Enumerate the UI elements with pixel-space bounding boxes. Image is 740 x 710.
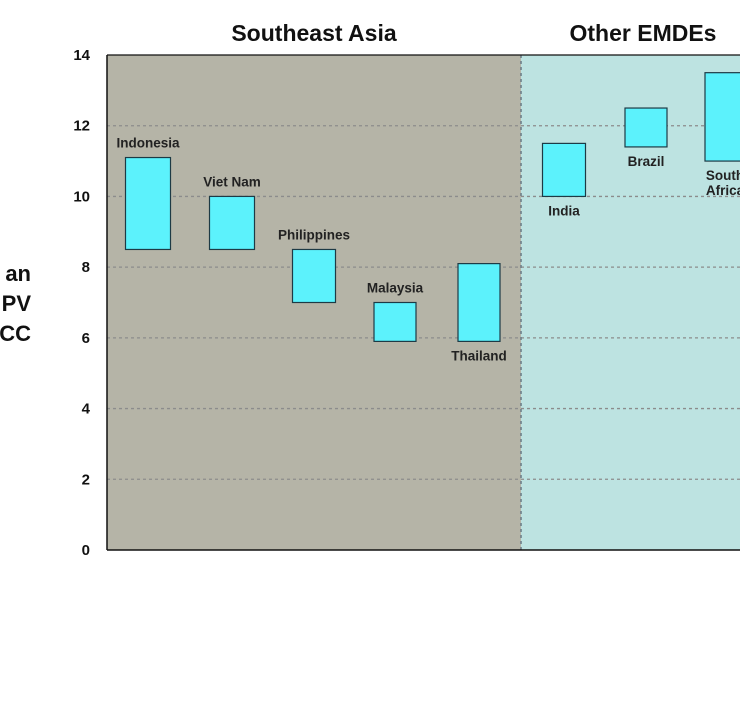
y-tick-label: 6 xyxy=(82,330,90,347)
bar-label-india: India xyxy=(548,203,580,218)
range-bar-brazil xyxy=(624,107,668,148)
bar-label-malaysia: Malaysia xyxy=(367,281,424,296)
y-tick-label: 8 xyxy=(82,259,90,276)
bar-label-brazil: Brazil xyxy=(628,154,665,169)
y-tick-label: 2 xyxy=(82,471,90,488)
bar-label-philippines: Philippines xyxy=(278,227,350,242)
bars-layer: Indonesia Viet Nam Philippines Malaysia Thai… xyxy=(116,72,740,363)
y-axis-title-line: an xyxy=(5,261,31,286)
panel-title-other-emdes: Other EMDEs xyxy=(570,20,717,46)
axis-layer: 0 2 4 6 8 10 12 14 xyxy=(73,47,740,559)
panel-title-southeast-asia: Southeast Asia xyxy=(231,20,397,46)
bar-label-south-africa: South xyxy=(706,168,740,183)
bar-label-viet-nam: Viet Nam xyxy=(203,174,261,189)
y-axis-title: an PV CC xyxy=(0,261,31,346)
y-tick-label: 10 xyxy=(73,188,90,205)
bar-label-south-africa: Africa xyxy=(706,183,740,198)
range-bar-india xyxy=(541,142,587,198)
y-tick-label: 14 xyxy=(73,47,90,64)
range-bar-thailand xyxy=(457,263,501,342)
bar-label-indonesia: Indonesia xyxy=(116,136,180,151)
y-axis-title-line: CC xyxy=(0,321,31,346)
panels-layer: Southeast Asia Other EMDEs xyxy=(107,20,740,550)
range-bar-indonesia xyxy=(124,156,172,251)
range-bar-malaysia xyxy=(373,301,417,342)
y-tick-label: 12 xyxy=(73,118,90,135)
range-bar-viet-nam xyxy=(208,195,256,251)
y-axis-title-line: PV xyxy=(2,291,32,316)
bar-label-thailand: Thailand xyxy=(451,348,507,363)
grid-layer xyxy=(107,55,740,550)
y-tick-label: 0 xyxy=(82,542,90,559)
range-bar-south-africa xyxy=(704,72,740,162)
y-tick-label: 4 xyxy=(82,401,91,418)
range-bar-philippines xyxy=(291,248,337,304)
